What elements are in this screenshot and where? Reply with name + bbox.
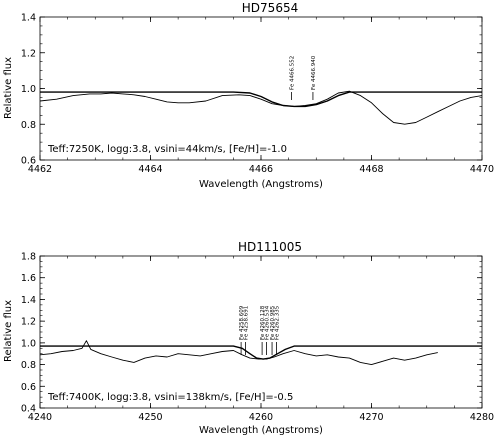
- x-tick-label: 4464: [138, 164, 162, 175]
- line-id-label: Fe 4466.552: [289, 56, 295, 90]
- y-tick-label: 0.6: [21, 382, 36, 393]
- y-tick-label: 1.0: [21, 338, 36, 349]
- axis-ticks: 4240 4250 4260 4270 4280 0.4 0.6 0.8 1.0 1.2 1.4 1.…: [21, 252, 494, 424]
- y-tick-label: 1.6: [21, 273, 36, 284]
- spectrum-series: [39, 340, 482, 366]
- y-tick-label: 0.4: [21, 404, 36, 415]
- observed-spectrum-line: [39, 90, 483, 125]
- line-id-label: Fe 4258.691: [244, 306, 250, 340]
- line-id-label: Fe 4260.985: [270, 305, 276, 340]
- chart-title: HD111005: [238, 240, 302, 254]
- spectrum-series: [39, 90, 483, 125]
- chart-title: HD75654: [242, 1, 298, 15]
- line-id-label: Fe 4466.940: [311, 55, 317, 90]
- chart-panel-hd75654: HD75654 4462 4464 4466 4468 4470 0.6 0.8 1.0 1.2…: [3, 1, 494, 190]
- y-tick-label: 0.8: [21, 360, 36, 371]
- y-axis-label: Relative flux: [3, 57, 14, 119]
- line-identifications: Fe 4466.552 Fe 4466.940: [289, 55, 317, 100]
- x-tick-label: 4280: [470, 412, 494, 423]
- x-tick-label: 4466: [249, 164, 273, 175]
- x-tick-label: 4260: [249, 412, 273, 423]
- line-id-label: Fe 4262.335: [275, 305, 281, 340]
- synthetic-spectrum-line: [40, 345, 482, 360]
- x-axis-label: Wavelength (Angstroms): [199, 425, 323, 435]
- plot-frame: [39, 16, 483, 161]
- y-tick-label: 1.0: [21, 84, 36, 95]
- chart-panel-hd111005: HD111005 4240 4250 4260 4270 4280 0.4 0.6 0.8 1.…: [3, 240, 494, 435]
- x-axis-label: Wavelength (Angstroms): [199, 179, 323, 190]
- y-tick-label: 0.6: [21, 156, 36, 167]
- axis-ticks: 4462 4464 4466 4468 4470 0.6 0.8 1.0 1.2 1.4: [21, 13, 494, 176]
- y-tick-label: 1.2: [21, 317, 36, 328]
- y-axis-label: Relative flux: [3, 300, 14, 362]
- stellar-parameters-annotation: Teff:7250K, logg:3.8, vsini=44km/s, [Fe/…: [47, 144, 287, 155]
- x-tick-label: 4468: [359, 164, 383, 175]
- y-tick-label: 1.2: [21, 48, 36, 59]
- x-tick-label: 4462: [28, 164, 52, 175]
- x-tick-label: 4270: [359, 412, 383, 423]
- stellar-parameters-annotation: Teff:7400K, logg:3.8, vsini=138km/s, [Fe…: [47, 392, 293, 403]
- y-tick-label: 0.8: [21, 120, 36, 131]
- line-id-label: Fe 4260.128: [260, 305, 266, 340]
- y-tick-label: 1.4: [21, 295, 36, 306]
- x-tick-label: 4250: [138, 412, 162, 423]
- x-tick-label: 4470: [470, 164, 494, 175]
- line-id-label: Fe 4260.534: [265, 305, 271, 340]
- synthetic-spectrum-line: [40, 91, 482, 108]
- x-tick-label: 4240: [28, 412, 52, 423]
- observed-spectrum-line: [39, 340, 438, 366]
- y-tick-label: 1.8: [21, 252, 36, 263]
- line-id-label: Fe 4258.609: [239, 305, 245, 340]
- y-tick-label: 1.4: [21, 13, 36, 24]
